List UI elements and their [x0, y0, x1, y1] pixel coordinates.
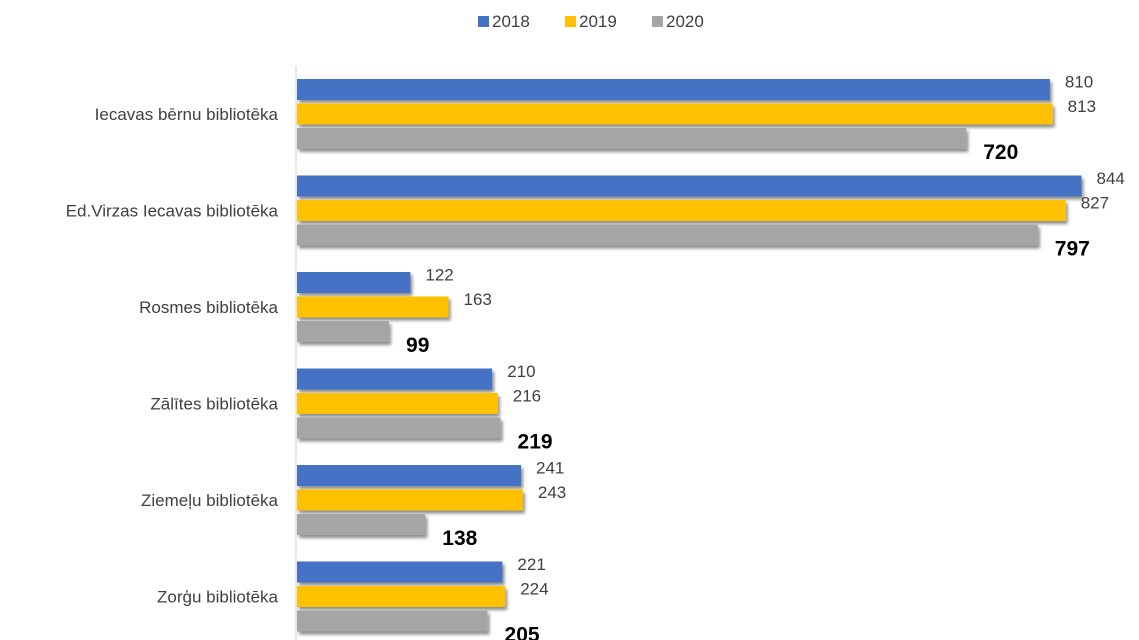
legend-swatch-2020 [652, 16, 663, 27]
data-label-2019: 163 [464, 290, 492, 309]
data-label-2018: 122 [425, 266, 453, 285]
bar-2020 [297, 610, 488, 632]
bar-2019 [297, 103, 1053, 125]
data-label-2018: 844 [1096, 169, 1124, 188]
legend: 2018 2019 2020 [478, 12, 704, 31]
bar-2019 [297, 586, 506, 607]
data-label-2020: 99 [406, 334, 429, 357]
bars [297, 79, 1082, 632]
bar-2019 [297, 393, 498, 414]
bar-2020 [297, 514, 426, 535]
data-label-2019: 827 [1081, 194, 1109, 213]
bar-2018 [297, 368, 493, 390]
data-label-2018: 241 [536, 459, 564, 478]
bar-2018 [297, 561, 503, 583]
bar-2018 [297, 465, 522, 486]
category-label: Ed.Virzas Iecavas bibliotēka [66, 202, 279, 221]
category-label: Rosmes bibliotēka [139, 298, 278, 317]
data-label-2019: 813 [1068, 97, 1096, 116]
category-label: Iecavas bērnu bibliotēka [95, 105, 279, 124]
bar-2019 [297, 489, 523, 511]
bar-2020 [297, 321, 390, 342]
bar-2018 [297, 272, 411, 293]
bar-2020 [297, 128, 967, 149]
category-label: Zorģu bibliotēka [157, 588, 279, 607]
bar-2019 [297, 296, 449, 318]
data-label-2020: 797 [1055, 238, 1090, 261]
category-label: Zālītes bibliotēka [150, 395, 278, 414]
data-label-2020: 205 [505, 624, 540, 640]
data-label-2018: 810 [1065, 73, 1093, 92]
bar-2018 [297, 79, 1050, 100]
category-label: Ziemeļu bibliotēka [141, 491, 279, 510]
bar-2020 [297, 417, 501, 439]
data-label-2019: 224 [520, 580, 548, 599]
bar-2019 [297, 200, 1066, 221]
legend-label-2019: 2019 [579, 12, 617, 31]
data-label-2018: 210 [507, 362, 535, 381]
data-label-2019: 243 [538, 483, 566, 502]
legend-swatch-2019 [565, 16, 576, 27]
bar-2020 [297, 224, 1038, 246]
data-label-2020: 219 [518, 431, 553, 454]
legend-label-2020: 2020 [666, 12, 704, 31]
legend-swatch-2018 [478, 16, 489, 27]
labels: Iecavas bērnu bibliotēka 810 813 720 Ed.Virz… [66, 73, 1125, 640]
bar-2018 [297, 175, 1082, 197]
data-label-2019: 216 [513, 387, 541, 406]
data-label-2018: 221 [517, 555, 545, 574]
data-label-2020: 138 [442, 527, 477, 550]
data-label-2020: 720 [983, 141, 1018, 164]
legend-label-2018: 2018 [492, 12, 530, 31]
